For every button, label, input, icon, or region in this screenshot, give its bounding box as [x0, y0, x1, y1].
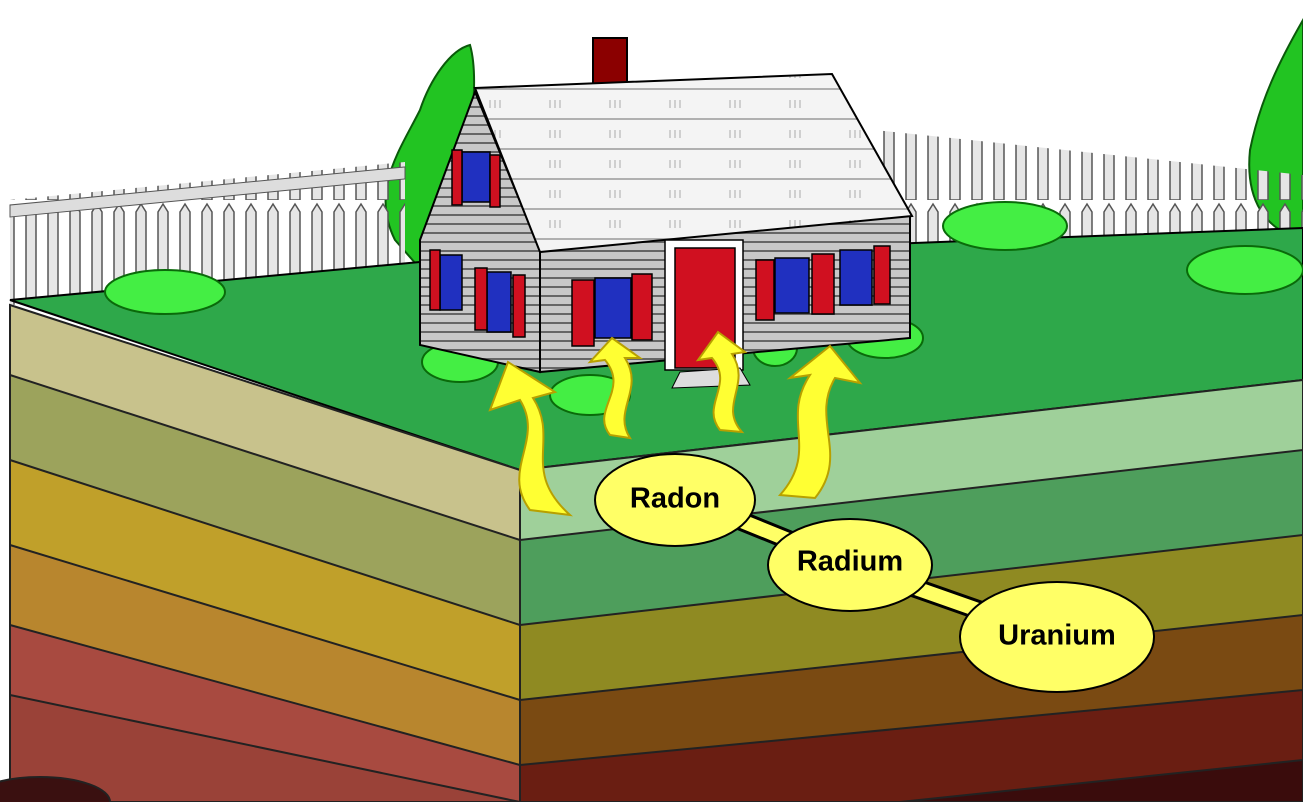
house [420, 38, 912, 388]
node-label: Radon [630, 483, 720, 515]
illustration: Radon Radium Uranium [0, 0, 1303, 802]
node-label: Radium [797, 546, 903, 578]
node-label: Uranium [998, 620, 1116, 652]
page: Radon Radium Uranium (() => { const data… [0, 0, 1303, 802]
